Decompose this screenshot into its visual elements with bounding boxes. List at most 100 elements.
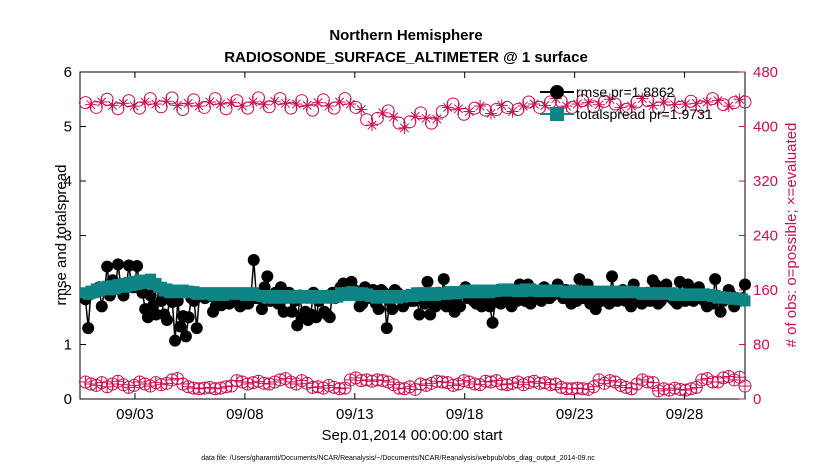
obs-evaluated-star xyxy=(432,114,442,124)
obs-evaluated-marker xyxy=(355,103,368,116)
obs-evaluated-star xyxy=(605,94,615,104)
obs-possible-marker xyxy=(479,374,493,388)
obs-possible-marker xyxy=(733,370,747,384)
obs-evaluated-marker xyxy=(251,91,265,105)
obs-evaluated-circle xyxy=(370,111,384,125)
rmse-point xyxy=(625,300,638,313)
obs-evaluated-circle xyxy=(587,100,601,114)
y-tick-label: 6 xyxy=(64,64,72,81)
obs-evaluated-marker xyxy=(695,100,709,114)
obs-evaluated-marker xyxy=(306,103,320,117)
y-tick-label: 4 xyxy=(64,173,72,190)
rmse-point xyxy=(247,254,260,267)
obs-evaluated-circle xyxy=(522,95,536,109)
x-axis-label: Sep.01,2014 00:00:00 start xyxy=(322,427,504,444)
obs-evaluated-marker xyxy=(143,92,157,106)
rmse-point xyxy=(131,260,144,273)
y-axis-left: 0 1 2 3 4 5 6 xyxy=(64,64,86,408)
obs-evaluated-star xyxy=(626,101,637,111)
obs-evaluated-star xyxy=(486,108,496,119)
obs-evaluated-circle xyxy=(457,107,471,121)
legend-rmse-label: rmse pr=1.8862 xyxy=(576,84,675,100)
obs-evaluated-circle xyxy=(403,115,417,129)
rmse-point xyxy=(255,303,268,316)
y-axis-right: 0 80 160 240 320 400 480 xyxy=(739,64,778,408)
obs-evaluated-star xyxy=(172,100,182,110)
obs-evaluated-circle xyxy=(349,100,363,114)
obs-evaluated-circle xyxy=(122,94,136,108)
rmse-point xyxy=(709,273,722,286)
obs-evaluated-marker xyxy=(197,100,211,114)
obs-evaluated-circle xyxy=(284,101,298,115)
obs-evaluated-circle xyxy=(165,91,179,105)
obs-evaluated-marker xyxy=(716,98,730,112)
obs-evaluated-circle xyxy=(251,91,265,105)
obs-evaluated-marker xyxy=(279,97,292,110)
obs-evaluated-marker xyxy=(424,116,438,130)
rmse-point xyxy=(160,313,173,326)
obs-evaluated-marker xyxy=(582,96,595,109)
x-tick-label: 09/18 xyxy=(446,406,484,423)
obs-evaluated-circle xyxy=(641,94,655,108)
y-right-tick-label: 0 xyxy=(753,391,761,408)
obs-evaluated-marker xyxy=(500,100,514,114)
obs-evaluated-marker xyxy=(511,102,525,116)
obs-evaluated-circle xyxy=(89,100,103,114)
obs-evaluated-circle xyxy=(338,92,352,106)
rmse-point xyxy=(437,273,450,286)
obs-evaluated-marker xyxy=(673,100,687,114)
x-tick-label: 09/28 xyxy=(666,406,704,423)
rmse-point xyxy=(606,270,619,283)
totalspread-series xyxy=(79,273,751,307)
totalspread-point xyxy=(739,295,751,307)
obs-evaluated-marker xyxy=(301,99,314,112)
obs-evaluated-marker xyxy=(247,95,260,108)
y-tick-label: 1 xyxy=(64,337,72,354)
obs-evaluated-circle xyxy=(727,96,741,110)
rmse-point xyxy=(285,305,298,318)
obs-evaluated-circle xyxy=(684,94,698,108)
obs-evaluated-circle xyxy=(154,100,168,114)
obs-evaluated-marker xyxy=(165,91,179,105)
obs-evaluated-circle xyxy=(479,103,493,117)
obs-evaluated-circle xyxy=(360,113,374,127)
obs-evaluated-star xyxy=(389,112,399,122)
data-file-footnote: data file: /Users/gharamti/Documents/NCA… xyxy=(201,455,595,462)
obs-evaluated-marker xyxy=(576,94,590,108)
obs-evaluated-marker xyxy=(608,97,622,111)
obs-evaluated-circle xyxy=(111,102,125,116)
obs-evaluated-series xyxy=(78,91,752,134)
rmse-point xyxy=(380,322,393,335)
rmse-point xyxy=(179,330,192,343)
rmse-point xyxy=(95,300,108,313)
obs-evaluated-marker xyxy=(89,100,103,114)
obs-evaluated-marker xyxy=(625,100,638,113)
rmse-point xyxy=(421,275,434,288)
obs-evaluated-star xyxy=(367,120,377,130)
obs-evaluated-marker xyxy=(414,106,428,120)
obs-evaluated-marker xyxy=(284,101,298,115)
obs-evaluated-circle xyxy=(489,102,503,116)
obs-evaluated-marker xyxy=(587,100,601,114)
obs-evaluated-circle xyxy=(533,100,547,114)
y-tick-label: 3 xyxy=(64,228,72,245)
obs-evaluated-marker xyxy=(360,113,374,127)
obs-evaluated-marker xyxy=(711,94,724,107)
obs-evaluated-star xyxy=(302,100,312,110)
obs-possible-marker xyxy=(354,374,368,388)
obs-evaluated-circle xyxy=(716,98,730,112)
x-tick-label: 09/03 xyxy=(116,406,154,423)
obs-evaluated-marker xyxy=(208,92,222,106)
obs-evaluated-marker xyxy=(403,115,417,129)
rmse-point xyxy=(486,316,499,329)
rmse-point xyxy=(169,334,182,347)
obs-possible-marker xyxy=(257,376,271,390)
obs-evaluated-marker xyxy=(214,98,227,111)
obs-evaluated-star xyxy=(453,104,464,114)
obs-evaluated-marker xyxy=(468,101,482,115)
obs-evaluated-marker xyxy=(738,95,752,109)
obs-evaluated-circle xyxy=(273,92,287,106)
obs-possible-series xyxy=(78,370,752,398)
y-right-tick-label: 80 xyxy=(753,337,770,354)
